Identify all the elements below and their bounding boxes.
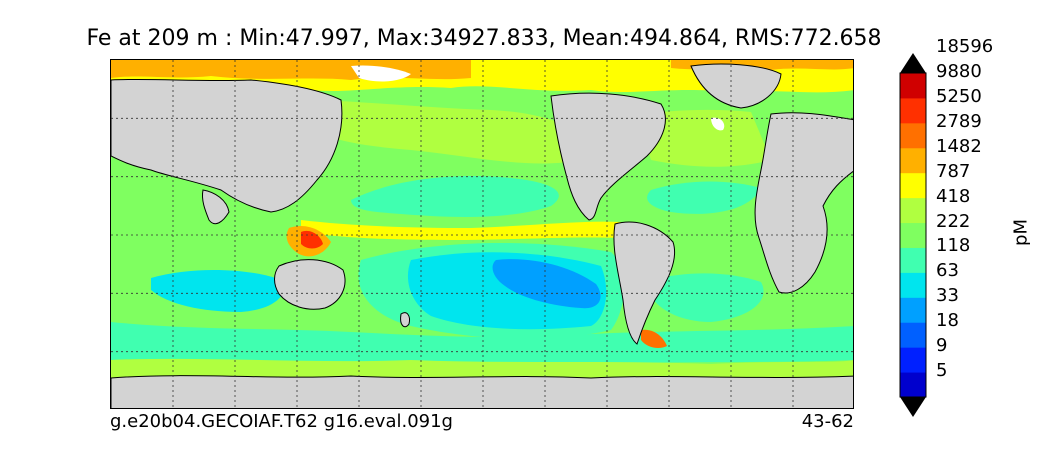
colorbar-tick-label: 418 — [936, 185, 971, 207]
graticule — [111, 60, 853, 408]
greenland-land — [690, 63, 782, 109]
ocean-fe-map — [111, 60, 853, 408]
colorbar-extend-min — [900, 397, 926, 417]
colorbar-bin — [900, 147, 926, 174]
colorbar-bin — [900, 222, 926, 248]
south-america-land — [613, 221, 676, 345]
colorbar-bin — [900, 297, 926, 323]
antarctica-land — [111, 375, 853, 408]
colorbar-extend-max — [900, 53, 926, 73]
antarctic-coastal — [111, 358, 853, 378]
arctic-orange-west — [111, 60, 471, 80]
run-id-caption: g.e20b04.GECOIAF.T62 g16.eval.091g — [110, 411, 453, 432]
asia-land — [111, 78, 343, 213]
colorbar-tick-label: 787 — [936, 160, 971, 182]
colorbar-tick-label: 5250 — [936, 85, 982, 107]
colorbar-tick-label: 5 — [936, 360, 948, 382]
colorbar-tick-label: 118 — [936, 235, 971, 257]
southern-ocean-band — [111, 322, 853, 366]
colorbar-tick-label: 222 — [936, 210, 971, 232]
colorbar-bin — [900, 347, 926, 373]
patagonia-hotspot — [641, 329, 667, 348]
colorbar-frame — [899, 72, 927, 398]
north-pacific-low — [351, 176, 559, 217]
colorbar-bin — [900, 97, 926, 124]
colorbar-tick-label: 9880 — [936, 61, 982, 82]
depth-range-caption: 43-62 — [801, 411, 854, 432]
colorbar-bin — [900, 247, 926, 273]
colorbar-tick-label: 2789 — [936, 110, 982, 132]
colorbar-tick-label: 33 — [936, 285, 959, 307]
india-land — [202, 189, 230, 225]
colorbar-bin — [900, 372, 926, 398]
missing-data-baffin — [711, 117, 725, 131]
europe-africa-land — [754, 112, 853, 294]
south-atlantic-mid — [651, 273, 764, 322]
north-atlantic-low — [647, 181, 761, 214]
colorbar-bin — [900, 322, 926, 348]
plot-title: Fe at 209 m : Min:47.997, Max:34927.833,… — [86, 26, 882, 51]
colorbar-bin — [900, 272, 926, 298]
colorbar-tick-label: 18596 — [936, 36, 994, 58]
north-pacific-band — [316, 100, 581, 164]
north-atlantic-band — [636, 109, 771, 167]
colorbar-bin — [900, 197, 926, 224]
colorbar-bin — [900, 172, 926, 199]
indian-ocean-cyan — [151, 269, 284, 312]
colorbar-tick-label: 18 — [936, 310, 959, 332]
colorbar-tick-label: 9 — [936, 335, 948, 357]
south-pacific-core — [492, 259, 601, 309]
colorbar-tick-label: 1482 — [936, 135, 982, 157]
missing-data-arctic — [351, 65, 411, 82]
colorbar-bin — [900, 122, 926, 149]
colorbar — [899, 53, 927, 417]
new-zealand-land — [400, 312, 410, 328]
australia-land — [274, 259, 346, 310]
colorbar-tick-label: 63 — [936, 260, 959, 282]
colorbar-unit: pM — [1010, 219, 1032, 246]
colorbar-bin — [900, 73, 926, 99]
map-panel — [110, 59, 854, 409]
